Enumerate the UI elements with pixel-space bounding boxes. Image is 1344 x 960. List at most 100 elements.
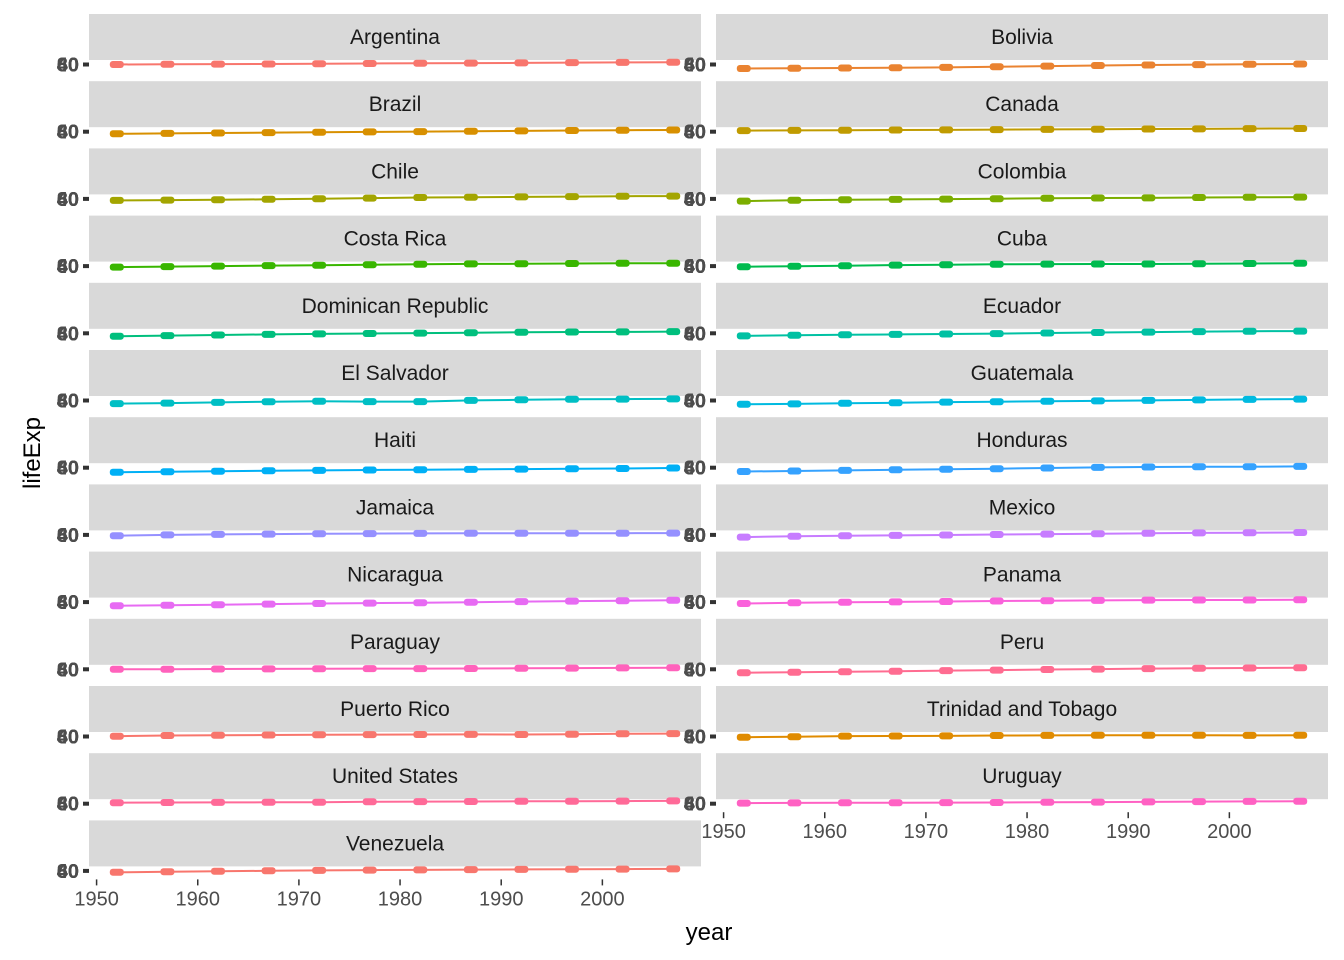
series-line bbox=[116, 666, 674, 671]
data-point bbox=[109, 532, 124, 540]
data-point bbox=[565, 328, 579, 336]
data-point bbox=[312, 330, 327, 338]
data-point bbox=[1293, 395, 1308, 403]
data-point bbox=[939, 799, 954, 807]
data-point bbox=[838, 196, 852, 204]
y-tick-label: 40 bbox=[684, 189, 706, 211]
data-point bbox=[787, 262, 802, 270]
facet-strip bbox=[716, 215, 1328, 262]
data-point bbox=[1040, 397, 1055, 405]
series-line bbox=[743, 127, 1301, 132]
data-point bbox=[838, 399, 852, 407]
y-tick-label: 40 bbox=[57, 391, 79, 413]
y-tick-label: 80 bbox=[684, 256, 706, 278]
data-point bbox=[463, 260, 478, 268]
data-point bbox=[362, 466, 377, 474]
y-tick-label: 60 bbox=[57, 122, 79, 144]
data-point bbox=[261, 467, 276, 475]
y-tick-label: 60 bbox=[684, 256, 706, 278]
data-point bbox=[888, 399, 903, 407]
data-point bbox=[413, 529, 428, 537]
data-point bbox=[261, 330, 276, 338]
data-point bbox=[463, 598, 478, 606]
y-tick-label: 40 bbox=[684, 458, 706, 480]
data-point bbox=[312, 60, 327, 68]
data-point bbox=[1090, 530, 1105, 538]
data-point bbox=[514, 797, 529, 805]
data-point bbox=[1192, 125, 1206, 133]
data-point bbox=[1040, 329, 1055, 337]
data-point bbox=[939, 330, 954, 338]
facet-strip bbox=[716, 686, 1328, 732]
data-point bbox=[109, 130, 124, 138]
x-axis: 1950 1960 1970 1980 1990 2000 bbox=[74, 879, 625, 910]
y-tick-label: 40 bbox=[57, 794, 79, 816]
y-tick-label: 60 bbox=[684, 323, 706, 345]
data-point bbox=[413, 398, 428, 406]
y-tick-label: 80 bbox=[684, 592, 706, 614]
data-point bbox=[1192, 396, 1206, 404]
data-point bbox=[615, 58, 630, 66]
data-point bbox=[362, 194, 377, 202]
facet-strip bbox=[716, 148, 1328, 195]
data-point bbox=[514, 865, 529, 873]
data-point bbox=[362, 261, 377, 269]
data-point bbox=[109, 332, 124, 340]
facet-strip-label: Colombia bbox=[978, 160, 1067, 183]
facet-strip-label: Jamaica bbox=[356, 496, 435, 519]
data-point bbox=[312, 261, 327, 269]
data-point bbox=[1040, 260, 1055, 268]
data-point bbox=[109, 602, 124, 610]
y-tick-label: 60 bbox=[57, 794, 79, 816]
y-tick-label: 60 bbox=[57, 323, 79, 345]
data-point bbox=[1242, 60, 1257, 68]
facet-strip bbox=[716, 417, 1328, 464]
data-point bbox=[109, 868, 124, 876]
y-tick-label: 40 bbox=[684, 727, 706, 749]
data-point bbox=[463, 866, 478, 874]
facet-strip bbox=[89, 81, 701, 128]
data-point bbox=[1192, 664, 1206, 672]
y-tick-label: 60 bbox=[57, 525, 79, 547]
data-point bbox=[939, 598, 954, 605]
facet-strip bbox=[716, 14, 1328, 60]
facet-strip-label: Ecuador bbox=[983, 295, 1061, 318]
data-point bbox=[1192, 463, 1206, 471]
data-point bbox=[413, 731, 428, 738]
data-point bbox=[362, 731, 377, 739]
data-point bbox=[1141, 328, 1156, 336]
y-tick-label: 80 bbox=[684, 458, 706, 480]
y-tick-label: 40 bbox=[684, 391, 706, 413]
data-point bbox=[514, 260, 529, 268]
y-tick-label: 60 bbox=[684, 659, 706, 681]
data-point bbox=[989, 465, 1004, 473]
data-point bbox=[109, 400, 124, 408]
data-point bbox=[1090, 798, 1105, 806]
data-point bbox=[1242, 797, 1257, 805]
data-point bbox=[261, 867, 276, 875]
data-point bbox=[1242, 596, 1257, 604]
y-tick-label: 60 bbox=[57, 256, 79, 278]
facet-strip-label: Mexico bbox=[989, 496, 1056, 519]
data-point bbox=[565, 59, 579, 67]
facet-strip bbox=[89, 14, 701, 60]
data-point bbox=[565, 193, 579, 201]
data-point bbox=[1090, 665, 1105, 673]
y-tick-label: 60 bbox=[684, 55, 706, 77]
data-point bbox=[160, 868, 175, 876]
data-point bbox=[261, 262, 276, 270]
data-point bbox=[160, 601, 175, 609]
y-tick-label: 60 bbox=[684, 391, 706, 413]
facet-strip-label: Peru bbox=[1000, 631, 1044, 654]
data-point bbox=[463, 396, 478, 404]
y-tick-label: 60 bbox=[684, 592, 706, 614]
data-point bbox=[615, 865, 630, 873]
y-tick-label: 80 bbox=[57, 55, 79, 77]
data-point bbox=[160, 665, 175, 673]
y-tick-label: 80 bbox=[684, 391, 706, 413]
data-point bbox=[787, 733, 802, 741]
data-point bbox=[666, 529, 681, 537]
